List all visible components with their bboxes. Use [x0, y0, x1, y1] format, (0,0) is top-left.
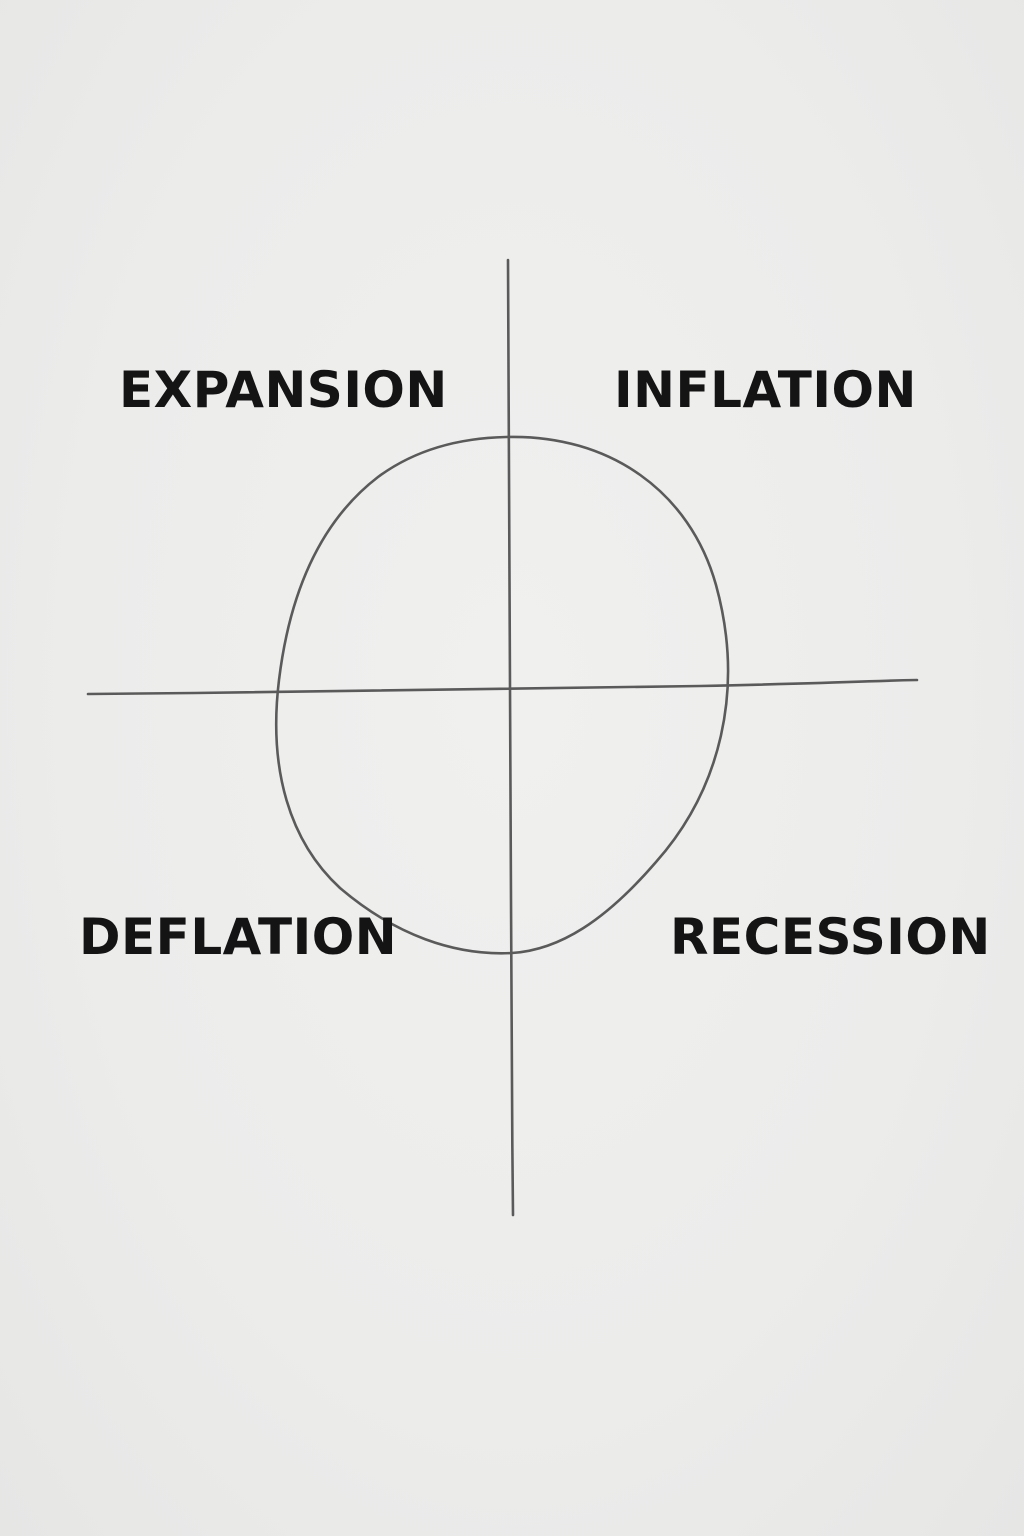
quadrant-label-deflation: DEFLATION	[79, 908, 398, 966]
quadrant-label-recession: RECESSION	[670, 908, 991, 966]
vertical-axis	[506, 258, 515, 1217]
cycle-circle	[274, 435, 730, 955]
quadrant-label-inflation: INFLATION	[614, 361, 917, 419]
horizontal-axis	[86, 678, 919, 696]
quadrant-label-expansion: EXPANSION	[119, 361, 448, 419]
